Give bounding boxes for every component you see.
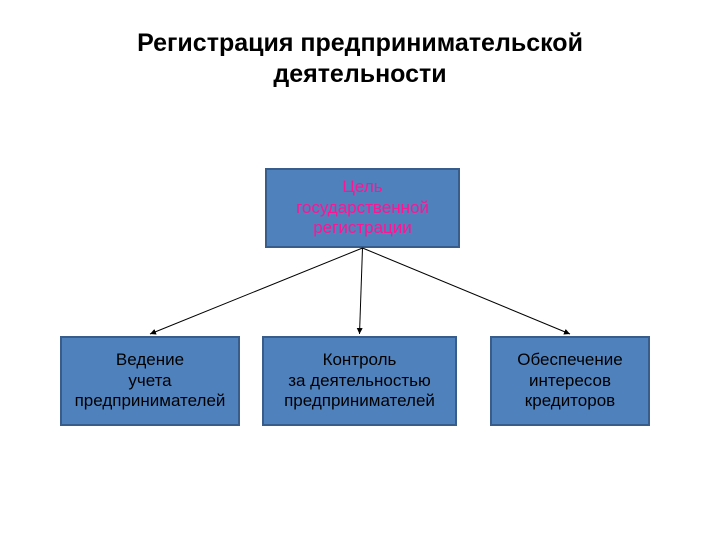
child-node-0-label: Ведениеучетапредпринимателей	[75, 350, 226, 411]
page-title: Регистрация предпринимательской деятельн…	[0, 0, 720, 91]
child-node-1-label: Контрольза деятельностьюпредпринимателей	[284, 350, 435, 411]
child-node-1: Контрольза деятельностьюпредпринимателей	[262, 336, 457, 426]
root-node: Цельгосударственнойрегистрации	[265, 168, 460, 248]
child-node-2-label: Обеспечениеинтересовкредиторов	[517, 350, 622, 411]
root-node-label: Цельгосударственнойрегистрации	[296, 177, 429, 238]
title-line-1: Регистрация предпринимательской	[0, 28, 720, 59]
child-node-0: Ведениеучетапредпринимателей	[60, 336, 240, 426]
child-node-2: Обеспечениеинтересовкредиторов	[490, 336, 650, 426]
title-line-2: деятельности	[0, 59, 720, 90]
